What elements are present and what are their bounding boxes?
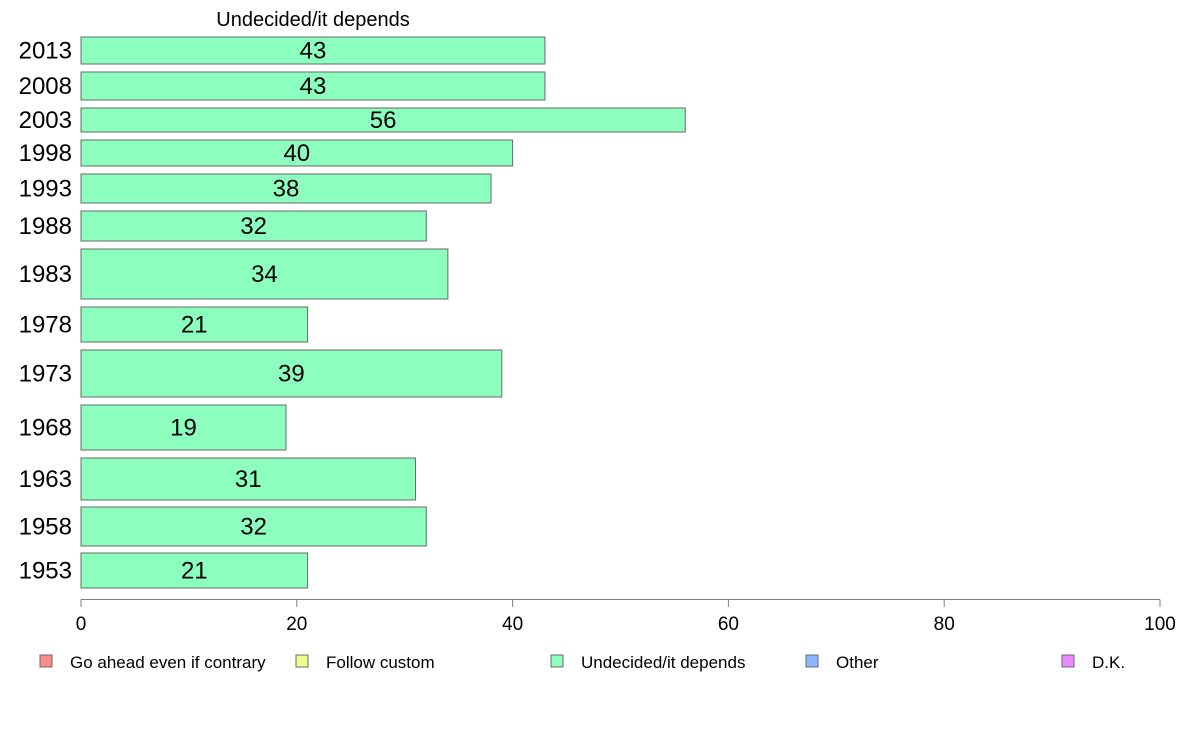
- legend-swatch: [1061, 654, 1075, 668]
- category-label-2008: 2008: [19, 73, 72, 100]
- bar-2013: [80, 36, 546, 65]
- value-label-1963: 31: [235, 466, 262, 493]
- bar-1988: [80, 210, 427, 242]
- category-labels-group: 2013 2008 2003 1998 1993 1988 1983 1978 1973 1968…: [19, 38, 72, 585]
- value-label-2013: 43: [300, 38, 327, 65]
- x-axis: 0 20 40 60 80 100: [76, 599, 1176, 635]
- category-label-2003: 2003: [19, 107, 72, 134]
- x-tick-label: 80: [934, 614, 955, 635]
- x-tick-label: 100: [1144, 614, 1176, 635]
- legend: Go ahead even if contrary Follow custom Un…: [39, 653, 1125, 672]
- value-label-1978: 21: [181, 312, 208, 339]
- category-label-1973: 1973: [19, 361, 72, 388]
- value-label-2008: 43: [300, 73, 327, 100]
- x-tick-label: 40: [502, 614, 523, 635]
- legend-label: Go ahead even if contrary: [70, 653, 266, 672]
- bar-1963: [80, 457, 416, 501]
- value-label-1953: 21: [181, 558, 208, 585]
- category-label-1988: 1988: [19, 213, 72, 240]
- legend-swatch: [550, 654, 564, 668]
- value-label-1983: 34: [251, 261, 278, 288]
- x-tick-label: 20: [286, 614, 307, 635]
- category-label-1953: 1953: [19, 558, 72, 585]
- bar-1953: [80, 552, 309, 589]
- category-label-1978: 1978: [19, 312, 72, 339]
- value-label-1958: 32: [240, 514, 267, 541]
- legend-label: Other: [836, 653, 879, 672]
- category-label-2013: 2013: [19, 38, 72, 65]
- bar-1973: [80, 349, 503, 398]
- legend-label: Undecided/it depends: [581, 653, 745, 672]
- bar-2003: [80, 107, 686, 133]
- value-label-1968: 19: [170, 415, 197, 442]
- value-label-1998: 40: [283, 140, 310, 167]
- bar-2008: [80, 71, 546, 101]
- category-label-1958: 1958: [19, 514, 72, 541]
- legend-label: D.K.: [1092, 653, 1125, 672]
- value-label-1993: 38: [273, 176, 300, 203]
- bar-1978: [80, 306, 309, 343]
- legend-swatch: [39, 654, 53, 668]
- category-label-1998: 1998: [19, 140, 72, 167]
- legend-label: Follow custom: [326, 653, 435, 672]
- bar-1998: [80, 139, 514, 167]
- bar-1983: [80, 248, 449, 300]
- bar-1958: [80, 506, 427, 547]
- category-label-1963: 1963: [19, 466, 72, 493]
- bar-1993: [80, 173, 492, 204]
- category-label-1983: 1983: [19, 261, 72, 288]
- legend-swatch: [805, 654, 819, 668]
- x-tick-label: 0: [76, 614, 87, 635]
- legend-swatch: [295, 654, 309, 668]
- x-tick-label: 60: [718, 614, 739, 635]
- panel-title: Undecided/it depends: [216, 9, 409, 31]
- value-label-1988: 32: [240, 213, 267, 240]
- bars-group: [80, 36, 686, 589]
- value-label-1973: 39: [278, 361, 305, 388]
- value-label-2003: 56: [370, 107, 397, 134]
- category-label-1993: 1993: [19, 176, 72, 203]
- bar-1968: [80, 404, 287, 451]
- category-label-1968: 1968: [19, 415, 72, 442]
